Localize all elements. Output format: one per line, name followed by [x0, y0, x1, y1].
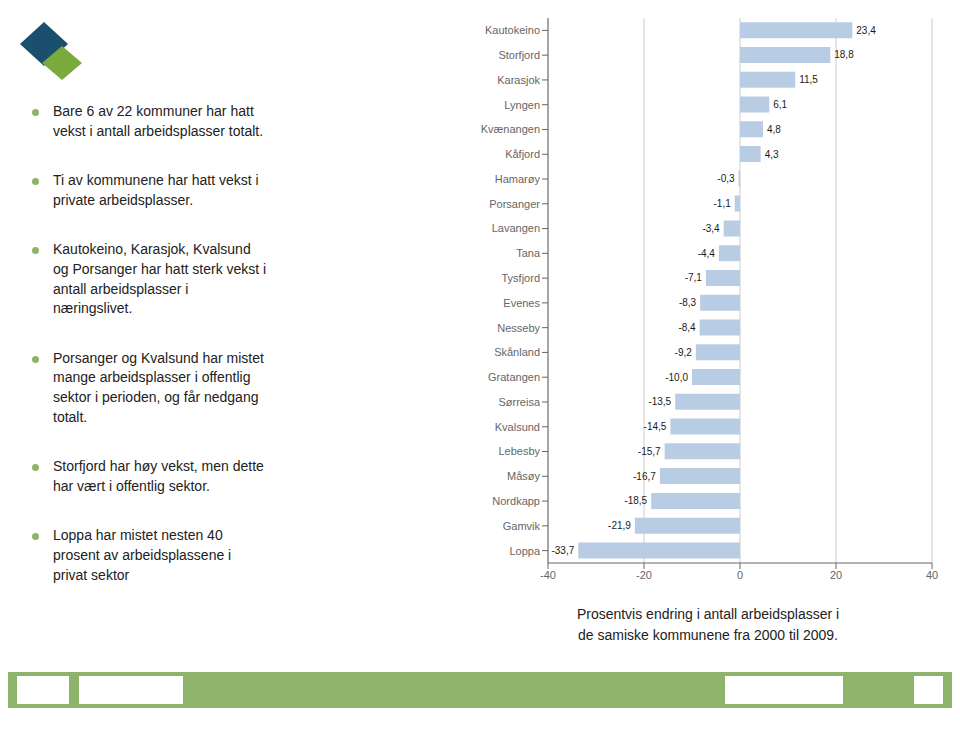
svg-text:-3,4: -3,4 — [702, 223, 720, 234]
svg-text:20: 20 — [830, 569, 842, 581]
svg-text:Måsøy: Måsøy — [507, 470, 541, 482]
svg-text:-13,5: -13,5 — [648, 396, 671, 407]
svg-text:Kvalsund: Kvalsund — [495, 421, 540, 433]
svg-text:Nordkapp: Nordkapp — [492, 495, 540, 507]
svg-text:4,3: 4,3 — [765, 149, 779, 160]
svg-text:-15,7: -15,7 — [638, 446, 661, 457]
svg-text:6,1: 6,1 — [773, 99, 787, 110]
svg-text:Tysfjord: Tysfjord — [501, 272, 540, 284]
svg-text:Lyngen: Lyngen — [504, 99, 540, 111]
svg-text:Skånland: Skånland — [494, 346, 540, 358]
svg-text:Lebesby: Lebesby — [498, 445, 540, 457]
html-text:Prosentvis endring i antall ar: Prosentvis endring i antall arbeidsplass… — [576, 606, 840, 643]
svg-text:-4,4: -4,4 — [698, 248, 716, 259]
svg-text:40: 40 — [926, 569, 938, 581]
svg-text:11,5: 11,5 — [799, 74, 818, 85]
html-text:Storfjord har høy vekst, men d: Storfjord har høy vekst, men dette har v… — [53, 458, 264, 494]
svg-text:-0,3: -0,3 — [717, 173, 735, 184]
svg-text:4,8: 4,8 — [767, 124, 781, 135]
html-text:Kautokeino, Karasjok, Kvalsund: Kautokeino, Karasjok, Kvalsund og Porsan… — [53, 241, 267, 317]
svg-text:Nesseby: Nesseby — [497, 322, 540, 334]
svg-text:Loppa: Loppa — [509, 545, 540, 557]
svg-text:Storfjord: Storfjord — [498, 49, 540, 61]
svg-text:0: 0 — [737, 569, 743, 581]
svg-text:Gamvik: Gamvik — [503, 520, 541, 532]
svg-text:-1,1: -1,1 — [713, 198, 731, 209]
svg-text:-21,9: -21,9 — [608, 520, 631, 531]
html-text:Bare 6 av 22 kommuner har hatt: Bare 6 av 22 kommuner har hatt vekst i a… — [53, 103, 264, 139]
svg-text:-10,0: -10,0 — [665, 372, 688, 383]
html-text:Loppa har mistet nesten 40 pro: Loppa har mistet nesten 40 prosent av ar… — [53, 527, 232, 583]
svg-text:-14,5: -14,5 — [644, 421, 667, 432]
svg-text:Tana: Tana — [516, 247, 541, 259]
svg-text:-7,1: -7,1 — [685, 272, 703, 283]
svg-text:Evenes: Evenes — [503, 297, 540, 309]
svg-text:-16,7: -16,7 — [633, 471, 656, 482]
svg-text:Kautokeino: Kautokeino — [485, 24, 540, 36]
svg-text:Lavangen: Lavangen — [492, 222, 540, 234]
svg-text:-18,5: -18,5 — [624, 495, 647, 506]
svg-text:18,8: 18,8 — [834, 49, 854, 60]
svg-text:Hamarøy: Hamarøy — [495, 173, 541, 185]
html-text:Porsanger og Kvalsund har mist: Porsanger og Kvalsund har mistet mange a… — [53, 349, 264, 425]
svg-text:-33,7: -33,7 — [551, 545, 574, 556]
svg-text:-8,3: -8,3 — [679, 297, 697, 308]
svg-text:Karasjok: Karasjok — [497, 74, 540, 86]
svg-text:Kvænangen: Kvænangen — [481, 123, 540, 135]
svg-text:-9,2: -9,2 — [675, 347, 693, 358]
svg-text:-8,4: -8,4 — [678, 322, 696, 333]
svg-text:Porsanger: Porsanger — [489, 198, 540, 210]
svg-text:Sørreisa: Sørreisa — [498, 396, 540, 408]
svg-text:-20: -20 — [636, 569, 652, 581]
svg-text:Kåfjord: Kåfjord — [505, 148, 540, 160]
html-text:Ti av kommunene har hatt vekst: Ti av kommunene har hatt vekst i private… — [53, 172, 259, 208]
svg-text:Gratangen: Gratangen — [488, 371, 540, 383]
svg-text:23,4: 23,4 — [856, 25, 876, 36]
svg-text:-40: -40 — [540, 569, 556, 581]
